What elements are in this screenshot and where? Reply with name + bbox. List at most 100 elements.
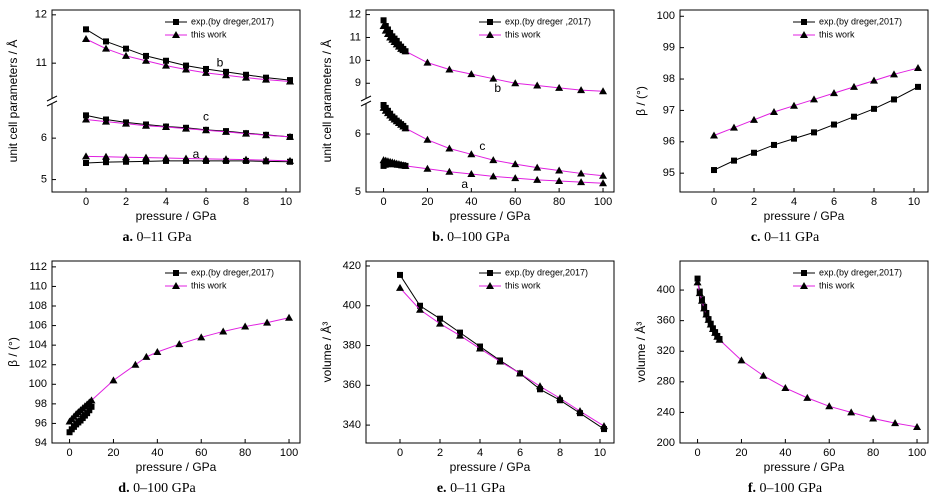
marker-triangle [486, 282, 494, 289]
caption: a. 0–11 GPa [122, 230, 192, 245]
marker-triangle [467, 150, 476, 158]
y-axis-label: β / (°) [634, 86, 648, 116]
marker-square [731, 157, 737, 164]
marker-square [173, 270, 179, 276]
plot-frame [679, 9, 929, 193]
y-tick-label: 110 [29, 280, 47, 292]
caption-text: 0–11 GPa [136, 230, 192, 245]
marker-triangle [142, 153, 150, 161]
x-tick-label: 2 [123, 196, 129, 208]
x-tick-label: 100 [280, 447, 298, 459]
marker-triangle [695, 289, 704, 297]
marker-triangle [599, 171, 608, 179]
marker-triangle [131, 360, 140, 368]
marker-square [387, 29, 394, 36]
y-tick-label: 12 [35, 9, 47, 21]
marker-triangle [445, 167, 454, 175]
x-axis-label: pressure / GPa [764, 209, 845, 223]
y-tick-label: 12 [349, 8, 361, 20]
y-tick-label: 94 [35, 437, 47, 449]
axis-break [47, 98, 57, 104]
marker-triangle [162, 122, 170, 130]
x-tick-label: 6 [517, 447, 523, 459]
marker-triangle [781, 383, 790, 391]
y-axis-label: unit cell parameters / Å [5, 40, 20, 163]
series-line [69, 317, 290, 422]
marker-triangle [102, 152, 110, 160]
marker-square [88, 403, 95, 410]
caption-label: b. [432, 230, 443, 245]
x-tick-label: 80 [553, 196, 565, 208]
marker-square [173, 19, 179, 25]
marker-triangle [825, 402, 834, 410]
annotation: a [461, 177, 468, 191]
marker-square [891, 96, 897, 103]
marker-square [811, 129, 817, 136]
marker-triangle [285, 313, 294, 321]
x-tick-label: 0 [711, 196, 717, 208]
caption-text: 0–100 GPa [760, 481, 823, 496]
y-axis-label: β / (°) [6, 337, 20, 367]
marker-triangle [486, 31, 494, 38]
y-tick-label: 9 [355, 77, 361, 89]
marker-triangle [800, 282, 808, 289]
x-tick-label: 0 [83, 196, 89, 208]
marker-triangle [262, 75, 270, 83]
marker-triangle [489, 172, 498, 180]
marker-triangle [122, 51, 130, 59]
x-tick-label: 8 [243, 196, 249, 208]
marker-triangle [715, 335, 724, 343]
marker-triangle [737, 356, 746, 364]
marker-triangle [142, 56, 150, 64]
marker-square [791, 135, 797, 142]
legend-label: this work [191, 280, 227, 290]
marker-square [380, 17, 387, 24]
series-line [399, 287, 605, 427]
x-tick-label: 0 [694, 447, 700, 459]
marker-triangle [511, 160, 520, 168]
marker-triangle [533, 81, 542, 89]
y-tick-label: 102 [29, 359, 47, 371]
annotation: c [479, 139, 485, 153]
caption: f. 0–100 GPa [748, 481, 823, 496]
marker-triangle [476, 344, 484, 352]
marker-triangle [182, 65, 190, 73]
marker-triangle [423, 58, 432, 66]
caption-text: 0–100 GPa [447, 230, 510, 245]
legend-label: exp.(by dreger,2017) [819, 16, 902, 26]
x-tick-label: 10 [908, 196, 920, 208]
x-tick-label: 100 [908, 447, 926, 459]
marker-triangle [536, 382, 544, 390]
x-tick-label: 8 [557, 447, 563, 459]
marker-triangle [396, 283, 404, 291]
marker-triangle [82, 152, 90, 160]
marker-square [123, 45, 129, 52]
y-tick-label: 95 [663, 167, 675, 179]
y-axis-label: volume / Å³ [319, 322, 334, 383]
marker-triangle [401, 124, 410, 132]
marker-triangle [533, 163, 542, 171]
series-line [399, 274, 605, 430]
y-tick-label: 360 [343, 379, 361, 391]
marker-triangle [202, 126, 210, 134]
y-tick-label: 420 [343, 260, 361, 272]
legend-label: exp.(by dreger,2017) [819, 267, 902, 277]
y-tick-label: 11 [350, 31, 361, 43]
marker-triangle [102, 117, 110, 125]
marker-triangle [496, 357, 504, 365]
x-tick-label: 10 [280, 196, 292, 208]
marker-square [487, 19, 493, 25]
marker-square [86, 407, 93, 414]
y-tick-label: 96 [663, 136, 675, 148]
y-tick-label: 5 [355, 186, 361, 198]
marker-triangle [222, 127, 230, 135]
marker-triangle [710, 131, 718, 139]
marker-triangle [262, 131, 270, 139]
y-tick-label: 99 [663, 42, 675, 54]
x-tick-label: 80 [867, 447, 879, 459]
annotation: b [494, 81, 501, 95]
y-tick-label: 98 [663, 73, 675, 85]
marker-triangle [830, 89, 838, 97]
marker-triangle [401, 47, 410, 55]
marker-triangle [202, 68, 210, 76]
